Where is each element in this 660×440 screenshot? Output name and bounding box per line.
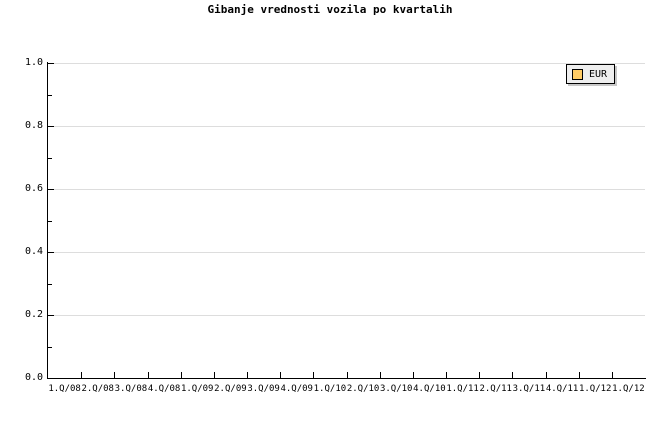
x-axis-tick [446,372,447,379]
x-axis-tick [413,372,414,379]
x-axis-tick-label: 3.Q/10 [379,384,413,394]
x-axis-tick-label: 2.Q/10 [346,384,380,394]
y-axis-tick-label: 0.6 [24,183,43,194]
x-axis-tick-label: 4.Q/08 [147,384,181,394]
legend-label-eur: EUR [589,68,608,80]
y-axis-tick [48,378,54,379]
y-axis-labels: 1.0 0.8 0.6 0.4 0.2 0.0 [0,0,43,440]
x-axis-tick-label: 2.Q/08 [81,384,114,394]
gridline [48,189,645,190]
x-axis-tick [512,372,513,379]
x-axis-tick-label: 3.Q/11 [512,384,546,394]
x-axis-tick [280,372,281,379]
x-axis-tick [579,372,580,379]
x-axis-tick-label: 3.Q/08 [114,384,148,394]
legend-swatch-eur [572,68,583,80]
x-axis-tick-label: 2.Q/11 [479,384,512,394]
plot-area [48,63,645,379]
x-axis-tick-label: 4.Q/09 [280,384,313,394]
x-axis-tick [380,372,381,379]
x-axis-tick-label: 3.Q/09 [247,384,280,394]
x-axis-tick-label: 1.Q/11 [446,384,479,394]
x-axis-line [47,378,646,379]
x-axis-tick [347,372,348,379]
x-axis-tick [247,372,248,379]
y-axis-minor-tick [48,346,52,348]
y-axis-tick [48,252,54,253]
y-axis-minor-tick [48,157,52,159]
x-axis-tick [313,372,314,379]
y-axis-line [47,62,48,379]
x-axis-tick [114,372,115,379]
x-axis-tick [612,372,613,379]
y-axis-minor-tick [48,94,52,96]
y-axis-minor-tick [48,220,52,222]
x-axis-tick [479,372,480,379]
y-axis-minor-tick [48,283,52,285]
x-axis-tick [81,372,82,379]
x-axis-tick [546,372,547,379]
x-axis-tick-label: 4.Q/11 [545,384,579,394]
gridline [48,252,645,253]
y-axis-tick-label: 0.0 [24,372,43,383]
x-axis-tick-label: 4.Q/10 [413,384,446,394]
gridline [48,63,645,64]
chart-legend[interactable]: EUR [566,64,616,84]
y-axis-tick [48,189,54,190]
gridline [48,126,645,127]
y-axis-tick [48,126,54,127]
x-axis-tick-label: 1.Q/10 [313,384,347,394]
y-axis-tick-label: 1.0 [24,57,43,68]
x-axis-tick-label: 1.Q/12 [578,384,612,394]
y-axis-tick-label: 0.4 [24,246,43,257]
x-axis-tick [214,372,215,379]
y-axis-tick [48,315,54,316]
x-axis-tick-label: 1.Q/12 [612,384,645,394]
x-axis-tick [181,372,182,379]
y-axis-tick-label: 0.8 [24,120,43,131]
gridline [48,315,645,316]
x-axis-tick-label: 2.Q/09 [214,384,247,394]
x-axis-tick-label: 1.Q/09 [180,384,214,394]
x-axis-tick [148,372,149,379]
chart-title: Gibanje vrednosti vozila po kvartalih [207,3,453,16]
y-axis-tick [48,63,54,64]
y-axis-tick-label: 0.2 [24,309,43,320]
x-axis-tick-label: 1.Q/08 [48,384,81,394]
